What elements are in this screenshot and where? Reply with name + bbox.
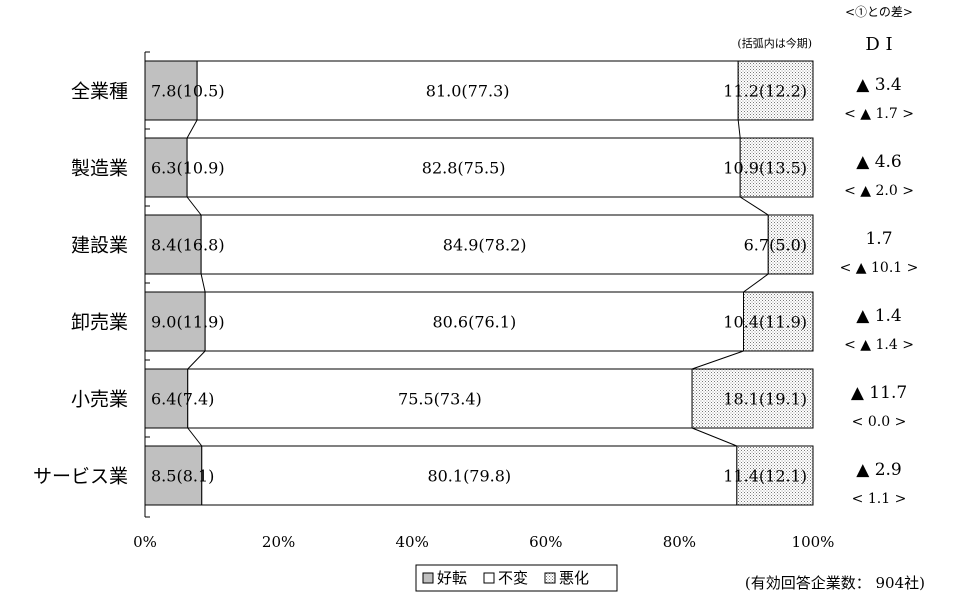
di-diff: < ▲ 2.0 > bbox=[844, 183, 914, 199]
di-header: D I bbox=[865, 34, 892, 55]
category-label: 製造業 bbox=[71, 158, 128, 180]
data-label: 81.0(77.3) bbox=[426, 82, 510, 101]
di-value: ▲ 11.7 bbox=[851, 383, 907, 403]
x-tick-label: 0% bbox=[133, 533, 157, 551]
connector-line bbox=[187, 427, 203, 447]
footnote: (有効回答企業数： 904社) bbox=[745, 574, 925, 592]
data-label: 11.4(12.1) bbox=[723, 467, 807, 486]
bar-segment-unchanged bbox=[187, 368, 693, 429]
data-label: 18.1(19.1) bbox=[723, 390, 807, 409]
x-tick-label: 80% bbox=[663, 533, 696, 551]
x-tick-label: 20% bbox=[262, 533, 295, 551]
data-label: 11.2(12.2) bbox=[723, 82, 807, 101]
bar-segment-worsened bbox=[691, 368, 814, 429]
connector-line bbox=[691, 427, 738, 447]
bar-segment-improved bbox=[144, 214, 202, 275]
legend-swatch-improved bbox=[422, 572, 434, 584]
note-label: (括弧内は今期) bbox=[737, 36, 812, 50]
x-tick-label: 60% bbox=[529, 533, 562, 551]
bar-segment-improved bbox=[144, 445, 203, 506]
bar-segment-worsened bbox=[736, 445, 814, 506]
di-value: ▲ 3.4 bbox=[856, 75, 902, 95]
bar-segment-unchanged bbox=[201, 445, 738, 506]
legend-box bbox=[415, 564, 618, 592]
data-label: 80.6(76.1) bbox=[432, 313, 516, 332]
x-tick-label: 40% bbox=[396, 533, 429, 551]
bar-segment-worsened bbox=[767, 214, 814, 275]
bars-layer bbox=[144, 60, 814, 506]
di-diff: < ▲ 10.1 > bbox=[840, 260, 919, 276]
di-diff: < 1.1 > bbox=[852, 491, 907, 507]
data-label: 6.3(10.9) bbox=[151, 159, 225, 178]
labels-layer: 0% 20% 40% 60% 80% 100% 全業種 7.8(10.5) 81.0(77.3)… bbox=[33, 75, 918, 551]
legend-label-worsened: 悪化 bbox=[559, 569, 589, 587]
legend: 好転 不変 悪化 bbox=[415, 564, 618, 592]
bar-segment-worsened bbox=[739, 137, 814, 198]
legend-swatch-worsened bbox=[544, 572, 556, 584]
category-label: サービス業 bbox=[33, 466, 128, 488]
connector-line bbox=[200, 273, 206, 293]
bar-segment-unchanged bbox=[196, 60, 739, 121]
bar-segment-worsened bbox=[743, 291, 814, 352]
category-label: 小売業 bbox=[71, 389, 128, 411]
category-label: 卸売業 bbox=[71, 312, 128, 334]
di-value: 1.7 bbox=[865, 229, 892, 249]
bar-segment-worsened bbox=[737, 60, 814, 121]
legend-swatch-unchanged bbox=[483, 572, 495, 584]
di-diff: < ▲ 1.4 > bbox=[844, 337, 914, 353]
connector-line bbox=[737, 119, 741, 139]
connector-line bbox=[186, 119, 198, 139]
axis-layer bbox=[144, 51, 150, 518]
connector-line bbox=[691, 350, 744, 370]
connector-line bbox=[743, 273, 769, 293]
bar-segment-unchanged bbox=[204, 291, 745, 352]
x-tick-label: 100% bbox=[792, 533, 835, 551]
data-label: 8.4(16.8) bbox=[151, 236, 225, 255]
data-label: 80.1(79.8) bbox=[427, 467, 511, 486]
category-label: 建設業 bbox=[71, 235, 128, 257]
di-header-top: <①との差> bbox=[845, 5, 913, 19]
di-value: ▲ 1.4 bbox=[856, 306, 902, 326]
data-label: 6.4(7.4) bbox=[151, 390, 214, 409]
data-label: 8.5(8.1) bbox=[151, 467, 214, 486]
connector-line bbox=[739, 196, 769, 216]
data-label: 82.8(75.5) bbox=[422, 159, 506, 178]
data-label: 9.0(11.9) bbox=[151, 313, 225, 332]
bar-segment-improved bbox=[144, 368, 189, 429]
di-value: ▲ 2.9 bbox=[856, 460, 902, 480]
di-diff: < ▲ 1.7 > bbox=[844, 106, 914, 122]
bar-segment-unchanged bbox=[200, 214, 769, 275]
connector-line bbox=[186, 196, 202, 216]
data-label: 75.5(73.4) bbox=[398, 390, 482, 409]
legend-label-improved: 好転 bbox=[437, 569, 467, 587]
data-label: 7.8(10.5) bbox=[151, 82, 225, 101]
di-value: ▲ 4.6 bbox=[856, 152, 902, 172]
di-diff: < 0.0 > bbox=[852, 414, 907, 430]
data-label: 10.4(11.9) bbox=[723, 313, 807, 332]
data-label: 6.7(5.0) bbox=[744, 236, 807, 255]
data-label: 10.9(13.5) bbox=[723, 159, 807, 178]
category-label: 全業種 bbox=[71, 81, 128, 103]
legend-label-unchanged: 不変 bbox=[498, 569, 528, 587]
bar-segment-improved bbox=[144, 60, 198, 121]
data-label: 84.9(78.2) bbox=[443, 236, 527, 255]
connector-line bbox=[187, 350, 206, 370]
